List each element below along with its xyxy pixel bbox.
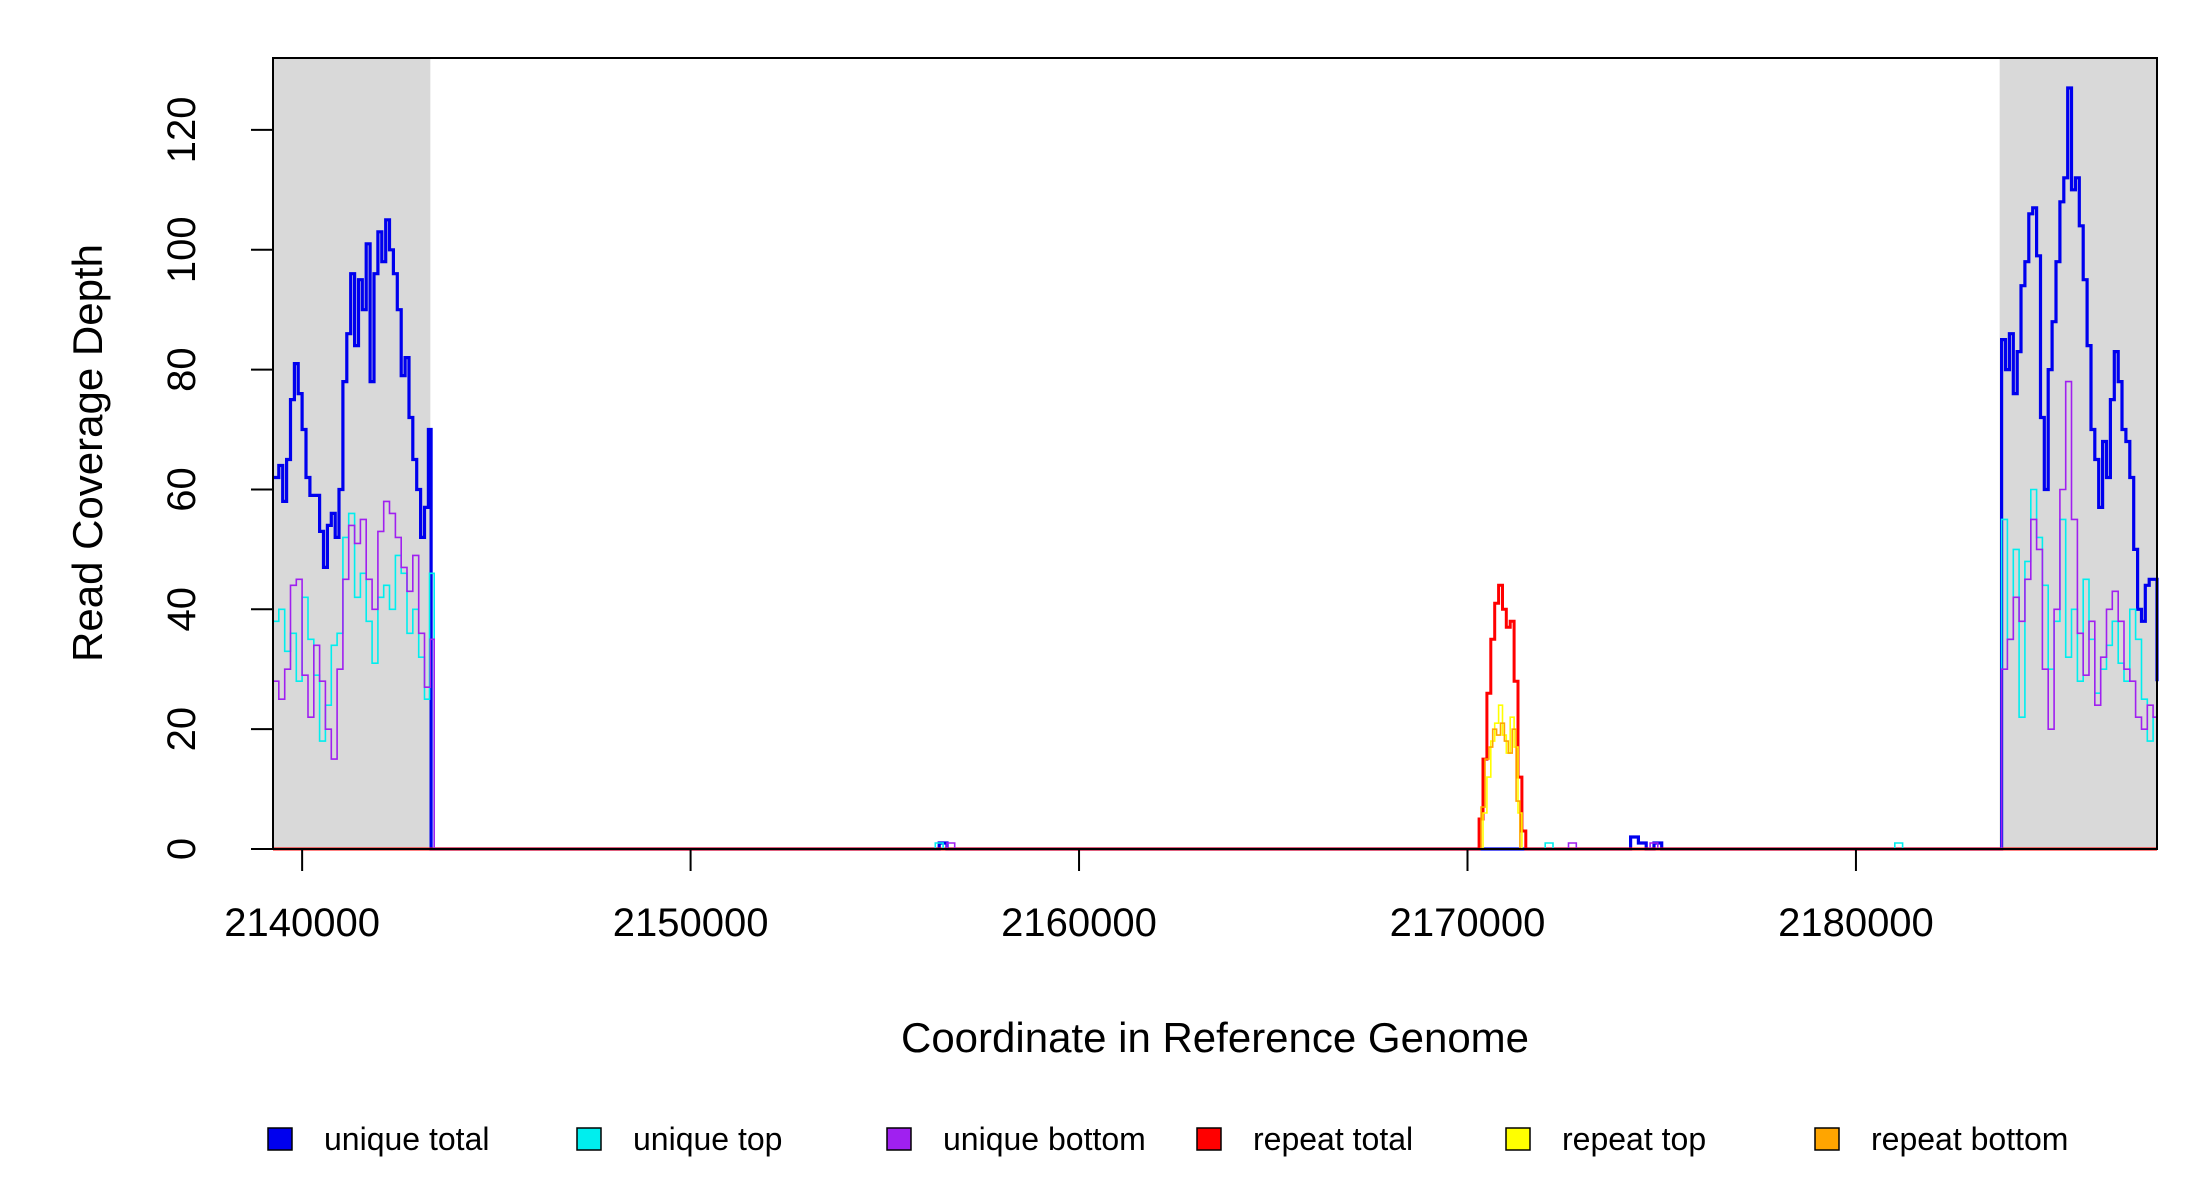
legend-label-unique-total: unique total: [324, 1121, 489, 1157]
legend-label-repeat-top: repeat top: [1562, 1121, 1706, 1157]
x-axis-title: Coordinate in Reference Genome: [901, 1014, 1529, 1061]
y-tick-label-60: 60: [160, 467, 204, 512]
series-line-repeat-bottom: [273, 722, 2157, 850]
shaded-region-0: [273, 58, 431, 849]
series-line-repeat-top: [273, 704, 2157, 850]
series-line-unique-bottom: [273, 380, 2158, 850]
legend: unique total unique top unique bottom repea…: [267, 1121, 2068, 1157]
y-tick-label-0: 0: [160, 838, 204, 860]
legend-swatch-unique-bottom: [886, 1127, 912, 1151]
y-axis: 0 20 40 60 80 100 120: [160, 97, 274, 860]
y-tick-label-100: 100: [160, 216, 204, 283]
legend-swatch-repeat-bottom: [1814, 1127, 1840, 1151]
x-tick-label-2180000: 2180000: [1778, 901, 1934, 945]
plot-frame: [272, 57, 2158, 850]
legend-label-repeat-total: repeat total: [1253, 1121, 1413, 1157]
series-line-repeat-total: [273, 583, 2157, 851]
legend-label-unique-top: unique top: [633, 1121, 782, 1157]
y-tick-label-80: 80: [160, 347, 204, 392]
x-tick-label-2150000: 2150000: [613, 901, 769, 945]
legend-swatch-repeat-total: [1196, 1127, 1222, 1151]
legend-swatch-unique-top: [576, 1127, 602, 1151]
y-tick-label-40: 40: [160, 587, 204, 632]
y-tick-label-120: 120: [160, 97, 204, 164]
legend-swatch-unique-total: [267, 1127, 293, 1151]
series-lines: [273, 86, 2159, 851]
x-axis: 2140000 2150000 2160000 2170000 2180000: [224, 848, 1934, 945]
y-tick-label-20: 20: [160, 707, 204, 752]
shaded-regions: [273, 58, 2157, 849]
series-line-unique-top: [273, 488, 2158, 850]
legend-swatch-repeat-top: [1505, 1127, 1531, 1151]
x-tick-label-2170000: 2170000: [1390, 901, 1546, 945]
x-tick-label-2140000: 2140000: [224, 901, 380, 945]
series-line-unique-total: [273, 86, 2159, 851]
legend-label-repeat-bottom: repeat bottom: [1871, 1121, 2068, 1157]
y-axis-title: Read Coverage Depth: [64, 244, 111, 662]
legend-label-unique-bottom: unique bottom: [943, 1121, 1146, 1157]
x-tick-label-2160000: 2160000: [1001, 901, 1157, 945]
